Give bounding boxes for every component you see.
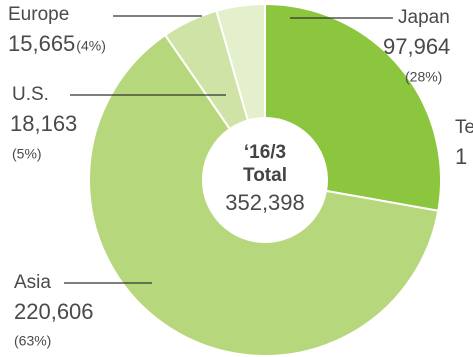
category-label: Europe bbox=[8, 4, 69, 25]
value-label: 97,964 bbox=[383, 34, 450, 59]
clipped-label: Te bbox=[455, 117, 473, 138]
percent-label: (63%) bbox=[14, 333, 51, 349]
category-label: Asia bbox=[14, 272, 51, 293]
total-value: 352,398 bbox=[225, 190, 305, 215]
category-label: U.S. bbox=[12, 84, 49, 105]
donut-hole bbox=[203, 118, 327, 242]
percent-label: (4%) bbox=[76, 38, 106, 54]
value-label: 220,606 bbox=[14, 299, 94, 324]
percent-label: (28%) bbox=[405, 69, 442, 85]
percent-label: (5%) bbox=[12, 146, 42, 162]
center-text: Total bbox=[243, 165, 287, 186]
clipped-label: 1 bbox=[455, 144, 467, 169]
category-label: Japan bbox=[398, 7, 450, 28]
value-label: 15,665 bbox=[8, 31, 75, 56]
slices bbox=[88, 2, 442, 357]
center-text: ‘16/3 bbox=[244, 142, 286, 163]
value-label: 18,163 bbox=[10, 111, 77, 136]
